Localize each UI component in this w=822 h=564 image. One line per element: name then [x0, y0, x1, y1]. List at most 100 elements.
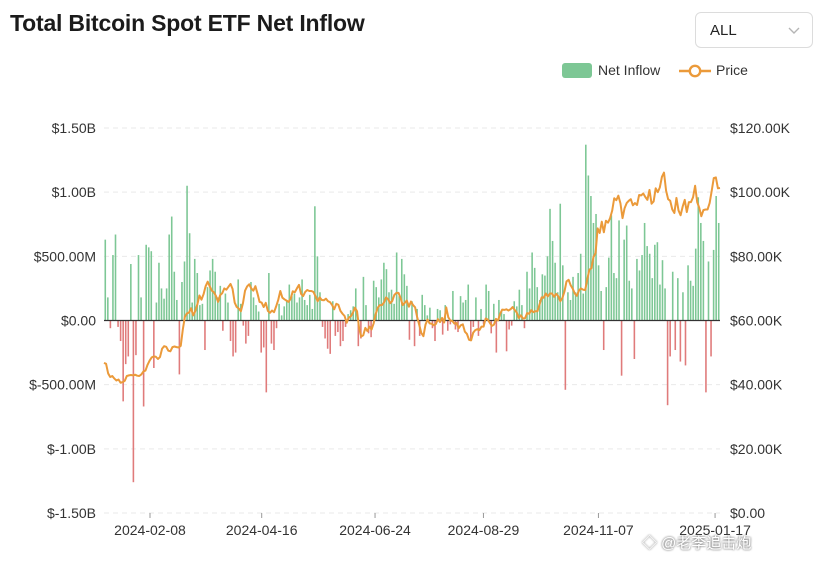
- legend-swatch-price: [679, 64, 711, 78]
- left-axis-ticks: $1.50B $1.00B $500.00M $0.00 $-500.00M $-1.00…: [29, 120, 96, 521]
- range-select[interactable]: ALL: [695, 12, 813, 48]
- net-inflow-bar: [196, 273, 199, 321]
- net-inflow-bar: [188, 233, 191, 321]
- net-inflow-bar: [242, 320, 245, 326]
- left-axis-tick-label: $0.00: [61, 313, 96, 329]
- net-inflow-bar: [160, 288, 163, 321]
- net-inflow-bar: [500, 311, 503, 321]
- net-inflow-bar: [577, 273, 579, 321]
- net-inflow-bar: [631, 288, 633, 321]
- net-inflow-bar: [232, 320, 234, 357]
- x-axis-tick-label: 2025-01-17: [679, 522, 751, 538]
- net-inflow-bar: [104, 239, 107, 321]
- net-inflow-bar: [285, 299, 288, 321]
- net-inflow-bar: [610, 215, 613, 321]
- net-inflow-bar: [229, 320, 232, 342]
- net-inflow-bar: [574, 292, 577, 321]
- net-inflow-bar: [319, 292, 321, 321]
- net-inflow-bar: [107, 297, 109, 321]
- watermark: ◇ @老李追击炮: [642, 535, 752, 552]
- net-inflow-bar: [227, 302, 229, 321]
- net-inflow-bar: [316, 256, 319, 321]
- right-axis-tick-label: $80.00K: [730, 248, 783, 264]
- net-inflow-bar: [646, 246, 648, 321]
- x-axis-tick-label: 2024-06-24: [339, 522, 411, 538]
- net-inflow-bar: [390, 289, 393, 321]
- net-inflow-bar: [487, 290, 490, 321]
- net-inflow-bar: [234, 320, 237, 353]
- net-inflow-bar: [395, 252, 398, 321]
- net-inflow-bar: [109, 320, 112, 329]
- net-inflow-bar: [620, 320, 623, 376]
- net-inflow-bar: [674, 320, 677, 351]
- left-axis-tick-label: $-1.00B: [47, 441, 96, 457]
- net-inflow-bar: [549, 208, 551, 321]
- legend-item-net-inflow[interactable]: Net Inflow: [562, 62, 672, 80]
- net-inflow-bar: [679, 320, 682, 362]
- range-select-value: ALL: [710, 22, 737, 39]
- net-inflow-bar: [592, 222, 595, 321]
- net-inflow-bar: [503, 314, 505, 321]
- net-inflow-bar: [689, 280, 692, 321]
- net-inflow-bar: [648, 253, 651, 321]
- net-inflow-bar: [119, 320, 122, 342]
- net-inflow-bar: [477, 320, 480, 336]
- net-inflow-bar: [393, 303, 395, 321]
- net-inflow-bar: [291, 296, 293, 321]
- right-axis-tick-label: $0.00: [730, 505, 765, 521]
- net-inflow-bar: [710, 320, 712, 357]
- net-inflow-bar: [168, 234, 170, 321]
- x-axis-tick-label: 2024-08-29: [448, 522, 520, 538]
- net-inflow-bar: [625, 225, 628, 321]
- net-inflow-bar: [498, 299, 500, 321]
- net-inflow-bar: [117, 320, 119, 327]
- net-inflow-bar: [237, 279, 239, 321]
- net-inflow-bar: [485, 284, 487, 321]
- right-axis-ticks: $120.00K $100.00K $80.00K $60.00K $40.00K $20…: [730, 120, 791, 521]
- net-inflow-bar: [403, 274, 406, 321]
- net-inflow-bar: [383, 262, 385, 321]
- net-inflow-bar: [615, 278, 618, 321]
- net-inflow-bar: [694, 248, 697, 321]
- net-inflow-bar: [388, 292, 390, 321]
- net-inflow-bar: [337, 320, 339, 333]
- net-inflow-bar: [204, 320, 206, 351]
- net-inflow-bar: [562, 265, 564, 321]
- net-inflow-bar: [687, 265, 689, 321]
- net-inflow-bar: [526, 271, 528, 321]
- net-inflow-bar: [183, 261, 186, 321]
- net-inflow-bar: [523, 320, 526, 329]
- right-axis-tick-label: $120.00K: [730, 120, 791, 136]
- net-inflow-bar: [293, 293, 296, 321]
- net-inflow-bar: [260, 320, 262, 353]
- net-inflow-bar: [321, 320, 324, 327]
- net-inflow-bar: [564, 320, 567, 390]
- net-inflow-bar: [224, 293, 227, 321]
- legend-item-price[interactable]: Price: [679, 62, 759, 80]
- net-inflow-bar: [306, 305, 308, 321]
- net-inflow-bar: [278, 303, 280, 321]
- net-inflow-bar: [544, 275, 546, 321]
- price-line: [103, 171, 721, 384]
- net-inflow-bar: [508, 320, 510, 330]
- net-inflow-bar: [265, 320, 268, 393]
- net-inflow-bar: [654, 244, 656, 321]
- net-inflow-bar: [176, 299, 178, 321]
- net-inflow-bar: [600, 290, 602, 321]
- net-inflow-bar: [400, 258, 403, 321]
- net-inflow-bar: [462, 302, 464, 321]
- net-inflow-bar: [459, 296, 462, 321]
- net-inflow-bar: [122, 320, 124, 402]
- net-inflow-bar: [536, 287, 539, 321]
- net-inflow-bar: [579, 253, 582, 321]
- net-inflow-bar: [628, 280, 631, 321]
- net-inflow-bar: [173, 271, 176, 321]
- net-inflow-bar: [145, 244, 147, 321]
- net-inflow-bar: [206, 287, 209, 321]
- net-inflow-bar: [671, 271, 674, 321]
- net-inflow-bar: [475, 297, 477, 321]
- right-axis-tick-label: $60.00K: [730, 313, 783, 329]
- net-inflow-bar: [715, 196, 717, 321]
- net-inflow-bar: [211, 258, 214, 321]
